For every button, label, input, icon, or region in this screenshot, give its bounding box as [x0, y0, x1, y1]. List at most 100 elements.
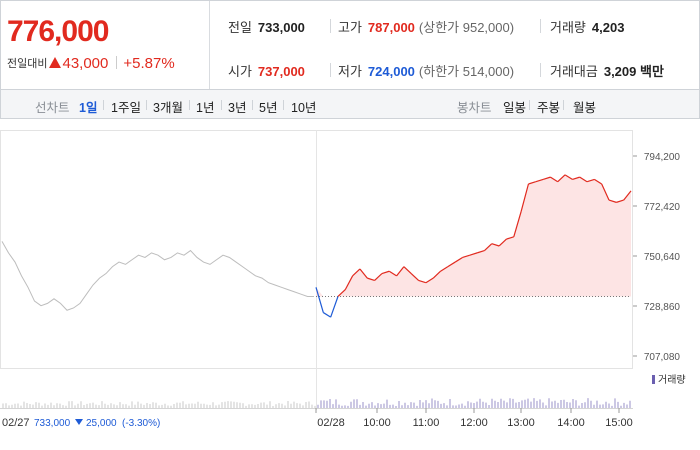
y-tick-label: 728,860 [644, 302, 681, 313]
price-change: 전일대비 43,000 +5.87% [7, 55, 175, 72]
divider [540, 19, 541, 33]
divider [330, 63, 331, 77]
prev-day-change: 25,000 [86, 418, 117, 429]
intraday-chart: 794,200 772,420 750,640 728,860 707,080 거래량 … [0, 120, 700, 450]
price-line-up [550, 176, 559, 183]
stat-value: 787,000 [367, 20, 415, 35]
stat-value: 4,203 [591, 20, 625, 35]
price-line-up [367, 277, 375, 281]
price-line-up [513, 211, 522, 237]
price-line-up [396, 266, 405, 277]
price-line-up [623, 190, 632, 201]
prev-day-close: 733,000 [34, 418, 71, 429]
tab-3-months[interactable]: 3개월 [153, 101, 183, 115]
up-arrow-icon [49, 57, 62, 68]
price-line-up [374, 273, 383, 281]
price-line-up [586, 178, 595, 183]
stat-value: 737,000 [257, 64, 305, 79]
price-line-up [579, 176, 588, 183]
price-line-up [498, 238, 507, 247]
divider [146, 100, 147, 110]
change-amount: 43,000 [62, 55, 109, 72]
change-label: 전일대비 [7, 58, 48, 70]
tab-monthly-candle[interactable]: 월봉 [573, 101, 597, 115]
stat-label: 거래대금 [550, 64, 598, 79]
tab-3-years[interactable]: 3년 [228, 101, 247, 115]
divider [103, 100, 104, 110]
price-line-up [381, 270, 390, 275]
price-line-up [520, 183, 530, 212]
price-line-up [344, 275, 354, 290]
price-line-up [506, 236, 514, 240]
y-tick-label: 794,200 [644, 152, 681, 163]
divider [529, 100, 530, 110]
price-line-up [403, 266, 412, 274]
tab-daily-candle[interactable]: 일봉 [503, 101, 527, 115]
tab-5-years[interactable]: 5년 [259, 101, 278, 115]
price-line-up [476, 250, 485, 254]
down-arrow-icon [75, 419, 83, 425]
price-line-up [388, 270, 397, 277]
stats-panel: 전일 733,000 고가 787,000 (상한가 952,000) 거래량 4,20… [210, 1, 700, 89]
price-line-up [425, 277, 434, 284]
divider [563, 100, 564, 110]
prev-day-date: 02/27 [2, 417, 30, 429]
price-line-down [330, 296, 339, 318]
price-line-up [432, 270, 441, 279]
price-line-up [491, 243, 500, 247]
chart-period-tabs: 선차트 1일 1주일 3개월 1년 3년 5년 10년 봉차트 일봉 주봉 월봉 [0, 90, 700, 119]
price-line-up [608, 199, 617, 203]
y-tick-label: 772,420 [644, 202, 681, 213]
price-line-up [557, 174, 566, 183]
divider [252, 100, 253, 110]
tab-1-year[interactable]: 1년 [196, 101, 215, 115]
x-tick-label: 12:00 [460, 417, 488, 429]
price-line-up [542, 176, 551, 180]
divider [330, 19, 331, 33]
upper-limit: (상한가 952,000) [418, 20, 515, 35]
tab-weekly-candle[interactable]: 주봉 [537, 101, 561, 115]
x-tick-label: 10:00 [363, 417, 391, 429]
divider [116, 56, 118, 69]
y-tick-label: 750,640 [644, 252, 681, 263]
price-line-up [418, 279, 427, 284]
x-tick-label: 15:00 [605, 417, 633, 429]
stat-value: 3,209 백만 [603, 64, 664, 79]
x-tick-label: 14:00 [557, 417, 585, 429]
price-line-up [535, 178, 544, 183]
x-tick-label: 02/28 [317, 417, 345, 429]
price-line-up [337, 289, 346, 297]
gain-area [316, 174, 631, 297]
prev-day-line [1, 241, 314, 311]
stat-high: 고가 787,000 (상한가 952,000) [338, 17, 514, 36]
stat-label: 거래량 [550, 20, 586, 35]
price-line-up [528, 181, 536, 185]
price-line-down [315, 287, 324, 313]
y-tick-label: 707,080 [644, 352, 681, 363]
price-line-up [454, 256, 463, 263]
price-line-up [572, 176, 580, 180]
stat-label: 고가 [338, 20, 362, 35]
volume-legend-swatch [652, 375, 655, 384]
quote-header: 776,000 전일대비 43,000 +5.87% 전일 733,000 고가 787… [0, 0, 700, 90]
x-tick-label: 11:00 [413, 417, 440, 429]
volume-legend-label: 거래량 [658, 374, 686, 386]
tab-10-years[interactable]: 10년 [291, 101, 317, 115]
divider [221, 100, 222, 110]
stat-value: 733,000 [257, 20, 305, 35]
tab-1-week[interactable]: 1주일 [111, 101, 141, 115]
change-percent: +5.87% [123, 55, 175, 72]
line-chart-group-label: 선차트 [35, 101, 70, 115]
tab-1-day[interactable]: 1일 [79, 101, 98, 115]
price-line-up [484, 243, 493, 252]
price-line-up [564, 174, 573, 180]
price-line-up [616, 199, 624, 203]
x-tick-label: 13:00 [507, 417, 535, 429]
stat-low: 저가 724,000 (하한가 514,000) [338, 61, 514, 80]
price-line-up [601, 183, 610, 201]
current-price: 776,000 [7, 15, 109, 48]
divider [189, 100, 190, 110]
price-line-up [462, 254, 471, 259]
price-line-up [594, 178, 603, 185]
